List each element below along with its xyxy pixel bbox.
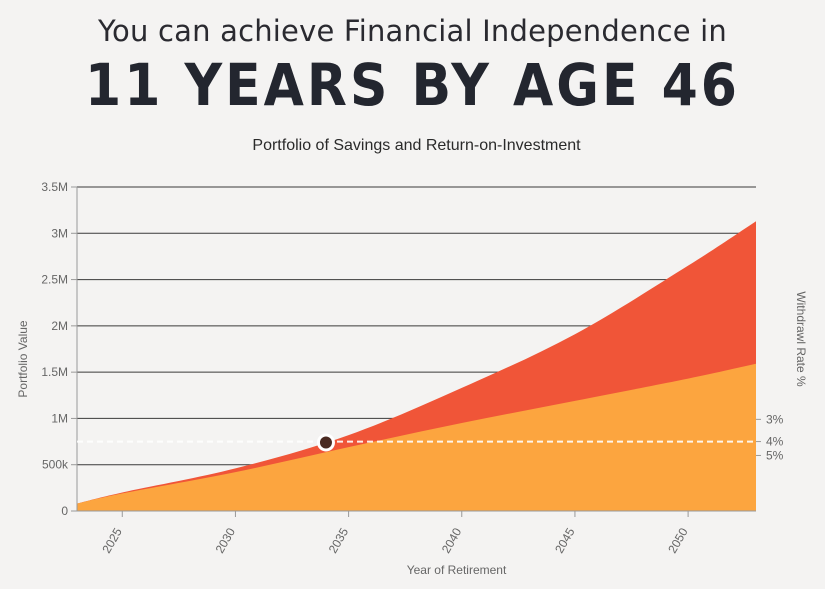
- headline: You can achieve Financial Independence i…: [97, 14, 728, 48]
- y-tick-label: 2.5M: [41, 273, 68, 287]
- y-tick-label: 1M: [51, 411, 68, 425]
- y-tick-label: 500k: [42, 458, 69, 472]
- x-tick-label: 2035: [326, 525, 352, 555]
- y-tick-label: 3.5M: [41, 180, 68, 194]
- areas: [77, 221, 756, 511]
- withdrawal-rate-label: 4%: [766, 435, 784, 449]
- y-tick-label: 2M: [51, 319, 68, 333]
- x-tick-label: 2030: [213, 525, 239, 555]
- withdrawal-rate-label: 3%: [766, 412, 784, 426]
- x-tick-label: 2040: [439, 525, 465, 555]
- chart-title: Portfolio of Savings and Return-on-Inves…: [252, 137, 581, 154]
- y-tick-label: 0: [61, 504, 68, 518]
- x-tick-label: 2045: [552, 525, 578, 555]
- y-axis-label: Portfolio Value: [16, 320, 30, 397]
- y-tick-label: 3M: [51, 226, 68, 240]
- x-tick-label: 2025: [99, 525, 125, 555]
- x-axis-label: Year of Retirement: [407, 563, 507, 577]
- y-tick-label: 1.5M: [41, 365, 68, 379]
- savings-area: [77, 363, 756, 511]
- y2-axis-label: Withdrawl Rate %: [794, 291, 808, 387]
- withdrawal-rate-label: 5%: [766, 448, 784, 462]
- years-to-fi-heading: 11 YEARS BY AGE 46: [85, 52, 740, 120]
- fi-marker: [319, 436, 332, 449]
- x-tick-label: 2050: [665, 525, 691, 555]
- overlay: 3% 4%5%: [77, 412, 784, 462]
